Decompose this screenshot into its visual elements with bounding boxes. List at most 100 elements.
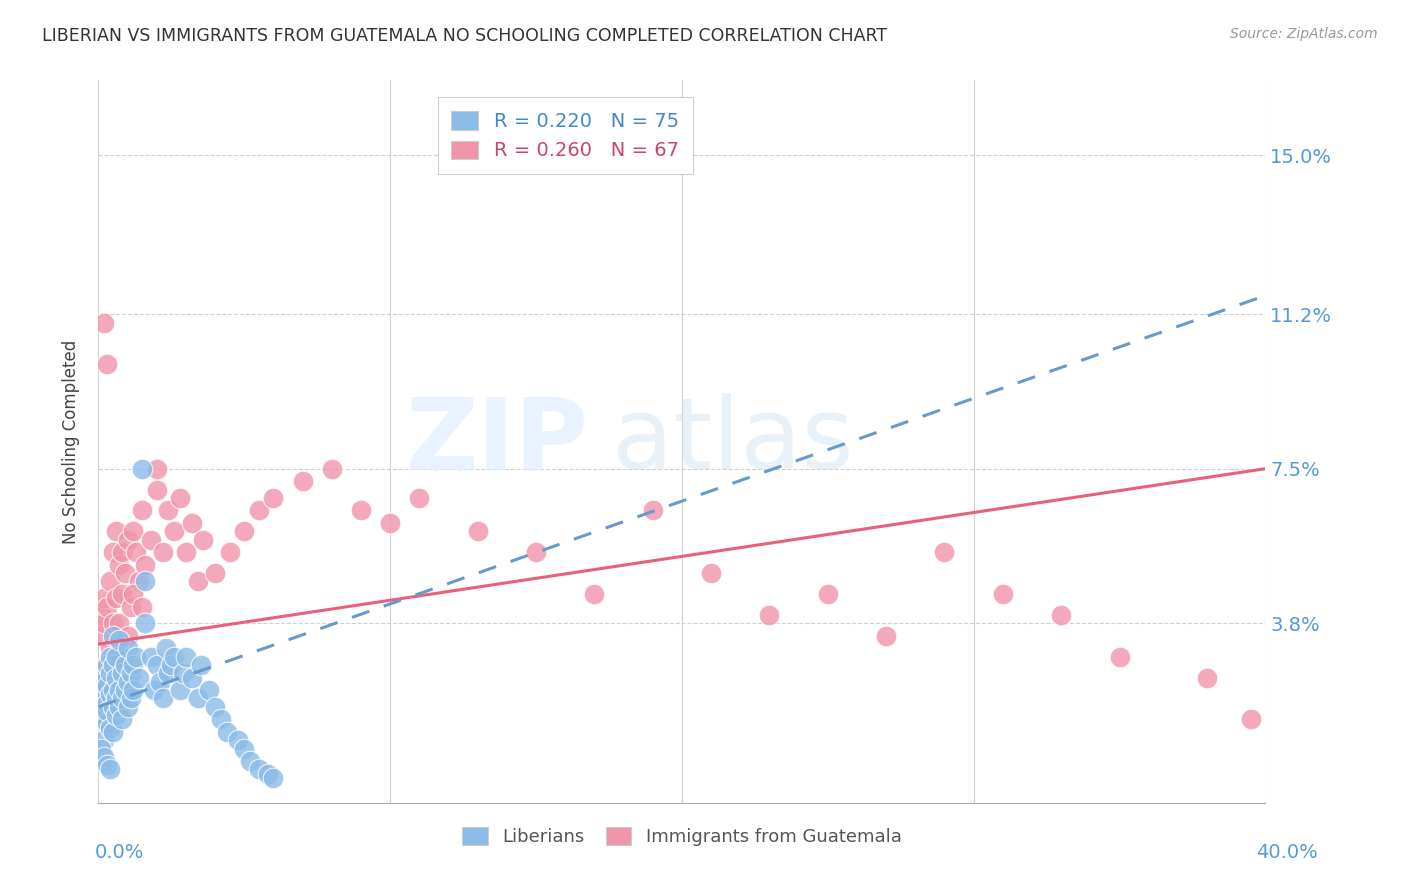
Point: [155, 641, 177, 656]
Point: [134, 616, 156, 631]
Point: [131, 599, 153, 614]
Point: [96, 599, 118, 614]
Point: [120, 599, 142, 614]
Point: [111, 666, 134, 681]
Point: [190, 657, 212, 672]
Point: [125, 649, 148, 664]
Point: [193, 533, 215, 547]
Point: [98, 574, 121, 589]
Point: [256, 766, 278, 780]
Point: [98, 641, 121, 656]
Point: [90, 671, 112, 685]
Point: [204, 699, 226, 714]
Point: [93, 616, 115, 631]
Point: [152, 545, 174, 559]
Point: [117, 699, 139, 714]
Point: [1240, 712, 1263, 726]
Point: [700, 566, 723, 580]
Point: [239, 754, 262, 768]
Point: [96, 657, 118, 672]
Point: [104, 691, 127, 706]
Point: [131, 461, 153, 475]
Point: [90, 741, 112, 756]
Point: [157, 503, 180, 517]
Point: [101, 657, 124, 672]
Text: LIBERIAN VS IMMIGRANTS FROM GUATEMALA NO SCHOOLING COMPLETED CORRELATION CHART: LIBERIAN VS IMMIGRANTS FROM GUATEMALA NO…: [42, 27, 887, 45]
Point: [98, 687, 121, 701]
Point: [120, 666, 142, 681]
Point: [90, 683, 112, 698]
Point: [93, 674, 115, 689]
Point: [120, 691, 142, 706]
Point: [101, 629, 124, 643]
Point: [875, 629, 897, 643]
Point: [111, 545, 134, 559]
Point: [90, 699, 112, 714]
Point: [93, 691, 115, 706]
Point: [104, 691, 127, 706]
Point: [262, 491, 284, 505]
Point: [262, 771, 284, 785]
Point: [117, 641, 139, 656]
Text: ZIP: ZIP: [406, 393, 589, 490]
Point: [134, 558, 156, 572]
Point: [111, 649, 134, 664]
Point: [228, 733, 250, 747]
Point: [247, 763, 270, 777]
Point: [180, 671, 202, 685]
Point: [114, 657, 136, 672]
Point: [98, 649, 121, 664]
Point: [90, 629, 112, 643]
Point: [187, 691, 209, 706]
Point: [111, 587, 134, 601]
Point: [108, 683, 131, 698]
Point: [96, 357, 118, 371]
Point: [108, 558, 131, 572]
Point: [90, 607, 112, 622]
Point: [122, 524, 145, 539]
Point: [122, 683, 145, 698]
Point: [204, 566, 226, 580]
Point: [96, 679, 118, 693]
Point: [93, 708, 115, 723]
Point: [139, 649, 162, 664]
Point: [128, 574, 150, 589]
Point: [146, 483, 169, 497]
Point: [991, 587, 1014, 601]
Point: [408, 491, 430, 505]
Point: [146, 657, 169, 672]
Point: [817, 587, 839, 601]
Point: [104, 708, 127, 723]
Point: [149, 674, 172, 689]
Point: [758, 607, 780, 622]
Point: [108, 616, 131, 631]
Point: [157, 666, 180, 681]
Point: [96, 716, 118, 731]
Point: [96, 704, 118, 718]
Point: [108, 699, 131, 714]
Point: [108, 632, 131, 647]
Point: [160, 657, 183, 672]
Point: [93, 749, 115, 764]
Point: [101, 671, 124, 685]
Point: [101, 545, 124, 559]
Point: [180, 516, 202, 530]
Point: [131, 503, 153, 517]
Point: [98, 721, 121, 735]
Point: [98, 763, 121, 777]
Point: [122, 657, 145, 672]
Point: [209, 712, 232, 726]
Point: [172, 666, 194, 681]
Point: [641, 503, 664, 517]
Point: [117, 674, 139, 689]
Point: [93, 316, 115, 330]
Point: [169, 491, 191, 505]
Point: [122, 587, 145, 601]
Point: [104, 671, 127, 685]
Point: [90, 712, 112, 726]
Point: [142, 683, 165, 698]
Point: [117, 533, 139, 547]
Point: [524, 545, 547, 559]
Point: [101, 724, 124, 739]
Point: [187, 574, 209, 589]
